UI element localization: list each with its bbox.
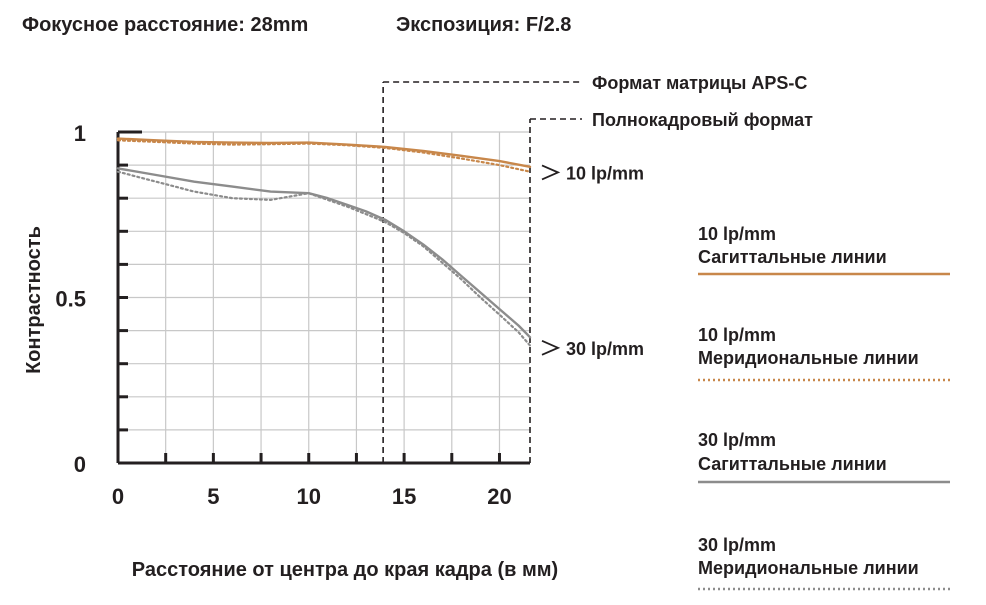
y-tick-label: 0.5	[55, 287, 86, 312]
annotation-arrow	[541, 164, 561, 181]
legend-label-line1: 30 lp/mm	[698, 535, 776, 555]
format-marker-label: Полнокадровый формат	[592, 110, 813, 130]
y-tick-label: 1	[74, 121, 86, 146]
annotation-label: 30 lp/mm	[566, 339, 644, 359]
y-tick-label: 0	[74, 452, 86, 477]
legend-label-line2: Сагиттальные линии	[698, 454, 887, 474]
x-tick-label: 20	[487, 484, 511, 509]
series-line-4	[116, 170, 532, 347]
curve-annotations: 10 lp/mm 30 lp/mm	[541, 163, 644, 359]
legend-label-line2: Меридиональные линии	[698, 348, 919, 368]
x-tick-label: 5	[207, 484, 219, 509]
legend-label-line1: 10 lp/mm	[698, 325, 776, 345]
series-line-2	[116, 139, 532, 173]
x-axis-label: Расстояние от центра до края кадра (в мм…	[132, 559, 558, 581]
format-marker-label: Формат матрицы APS-C	[592, 73, 807, 93]
aperture-label: Экспозиция: F/2.8	[396, 14, 571, 36]
x-tick-label: 15	[392, 484, 416, 509]
x-tick-label: 10	[296, 484, 320, 509]
grid	[118, 131, 530, 463]
series-lines	[116, 137, 532, 347]
annotation-label: 10 lp/mm	[566, 163, 644, 183]
axes: 0 5 10 15 20 0 0.5 1	[55, 121, 530, 509]
legend-label-line2: Сагиттальные линии	[698, 247, 887, 267]
series-line-3	[116, 167, 532, 339]
legend-label-line1: 30 lp/mm	[698, 430, 776, 450]
format-markers: Формат матрицы APS-C Полнокадровый формат	[382, 73, 813, 463]
legend: 10 lp/mm Сагиттальные линии 10 lp/mm Мериди…	[698, 224, 950, 591]
legend-label-line1: 10 lp/mm	[698, 224, 776, 244]
y-axis-label: Контрастность	[23, 226, 45, 374]
x-tick-label: 0	[112, 484, 124, 509]
focal-length-label: Фокусное расстояние: 28mm	[22, 14, 308, 36]
legend-label-line2: Меридиональные линии	[698, 558, 919, 578]
annotation-arrow	[541, 340, 561, 356]
